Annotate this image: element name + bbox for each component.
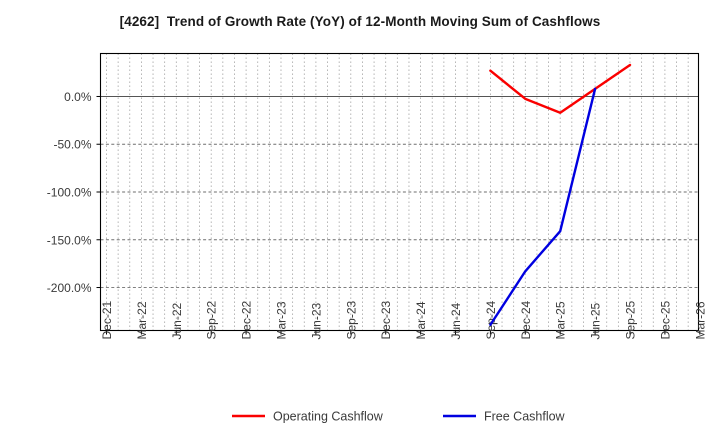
chart-title: [4262] Trend of Growth Rate (YoY) of 12-… bbox=[119, 14, 601, 29]
x-tick-label: Jun-23 bbox=[309, 302, 323, 339]
y-tick-label: 0.0% bbox=[64, 90, 92, 104]
x-tick-label: Sep-23 bbox=[344, 300, 358, 339]
x-axis-ticks: Dec-21 Mar-22 Jun-22 Sep-22 Dec-22 Mar-23 Jun-… bbox=[100, 300, 707, 339]
horizontal-gridlines bbox=[100, 143, 699, 288]
y-tick-label: -100.0% bbox=[47, 186, 92, 200]
y-tick-label: -200.0% bbox=[47, 281, 92, 295]
x-tick-label: Mar-26 bbox=[693, 301, 707, 339]
x-tick-label: Jun-25 bbox=[589, 302, 603, 339]
x-tick-label: Sep-25 bbox=[624, 300, 638, 339]
x-tick-label: Mar-22 bbox=[135, 301, 149, 339]
y-axis-ticks: 0.0% -50.0% -100.0% -150.0% -200.0% bbox=[47, 90, 101, 295]
x-tick-label: Jun-22 bbox=[170, 302, 184, 339]
chart-legend: Operating Cashflow Free Cashflow bbox=[232, 410, 566, 424]
legend-label: Free Cashflow bbox=[484, 410, 566, 424]
x-tick-label: Sep-24 bbox=[484, 300, 498, 339]
x-tick-label: Dec-23 bbox=[379, 300, 393, 339]
x-tick-label: Mar-23 bbox=[275, 301, 289, 339]
x-tick-label: Jun-24 bbox=[449, 302, 463, 339]
x-tick-label: Dec-24 bbox=[519, 300, 533, 339]
legend-label: Operating Cashflow bbox=[273, 410, 384, 424]
x-tick-label: Dec-22 bbox=[240, 300, 254, 339]
x-tick-label: Sep-22 bbox=[205, 300, 219, 339]
y-tick-label: -150.0% bbox=[47, 233, 92, 247]
x-tick-label: Dec-21 bbox=[100, 300, 114, 339]
x-tick-label: Mar-24 bbox=[414, 301, 428, 339]
y-tick-label: -50.0% bbox=[53, 138, 91, 152]
series-line-free-cashflow bbox=[489, 87, 597, 326]
x-tick-label: Dec-25 bbox=[658, 300, 672, 339]
x-tick-label: Mar-25 bbox=[554, 301, 568, 339]
series-line-operating-cashflow bbox=[489, 63, 632, 114]
data-series bbox=[489, 63, 632, 326]
